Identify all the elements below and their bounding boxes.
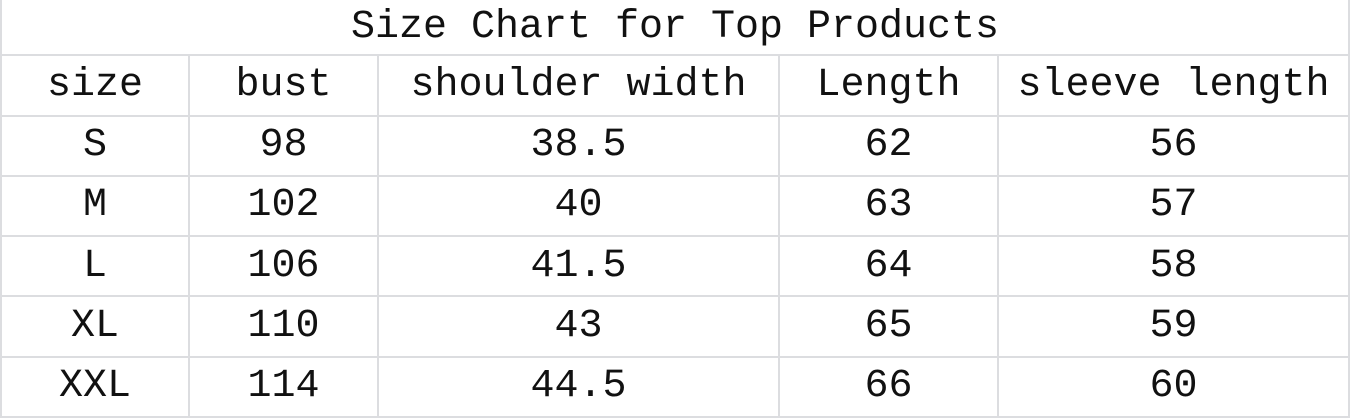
table-row-xl: XL 110 43 65 59 bbox=[0, 295, 1350, 358]
table-cell-bust: 98 bbox=[188, 114, 379, 177]
table-cell-length: 65 bbox=[778, 295, 999, 358]
table-row-s: S 98 38.5 62 56 bbox=[0, 114, 1350, 177]
table-cell-sleeve-length: 60 bbox=[996, 355, 1350, 419]
table-cell-sleeve-length: 59 bbox=[996, 295, 1350, 358]
table-row-m: M 102 40 63 57 bbox=[0, 174, 1350, 238]
table-cell-size: M bbox=[0, 174, 190, 238]
column-header-size: size bbox=[0, 54, 190, 117]
table-cell-shoulder-width: 40 bbox=[377, 174, 780, 238]
table-cell-shoulder-width: 38.5 bbox=[377, 114, 780, 177]
table-row-xxl: XXL 114 44.5 66 60 bbox=[0, 355, 1350, 419]
table-cell-length: 64 bbox=[778, 235, 999, 298]
table-title: Size Chart for Top Products bbox=[0, 0, 1350, 57]
table-cell-size: XXL bbox=[0, 355, 190, 419]
column-header-shoulder-width: shoulder width bbox=[377, 54, 780, 117]
table-cell-shoulder-width: 41.5 bbox=[377, 235, 780, 298]
table-cell-bust: 102 bbox=[188, 174, 379, 238]
title-row: Size Chart for Top Products bbox=[0, 0, 1350, 57]
column-header-sleeve-length: sleeve length bbox=[996, 54, 1350, 117]
table-cell-sleeve-length: 57 bbox=[996, 174, 1350, 238]
table-cell-sleeve-length: 56 bbox=[996, 114, 1350, 177]
header-row: size bust shoulder width Length sleeve l… bbox=[0, 54, 1350, 117]
table-cell-bust: 114 bbox=[188, 355, 379, 419]
column-header-bust: bust bbox=[188, 54, 379, 117]
table-row-l: L 106 41.5 64 58 bbox=[0, 235, 1350, 298]
table-cell-bust: 106 bbox=[188, 235, 379, 298]
column-header-length: Length bbox=[778, 54, 999, 117]
table-cell-bust: 110 bbox=[188, 295, 379, 358]
table-cell-size: L bbox=[0, 235, 190, 298]
table-cell-length: 63 bbox=[778, 174, 999, 238]
table-cell-shoulder-width: 43 bbox=[377, 295, 780, 358]
table-cell-shoulder-width: 44.5 bbox=[377, 355, 780, 419]
table-cell-sleeve-length: 58 bbox=[996, 235, 1350, 298]
table-cell-size: S bbox=[0, 114, 190, 177]
table-cell-length: 66 bbox=[778, 355, 999, 419]
table-cell-length: 62 bbox=[778, 114, 999, 177]
table-cell-size: XL bbox=[0, 295, 190, 358]
